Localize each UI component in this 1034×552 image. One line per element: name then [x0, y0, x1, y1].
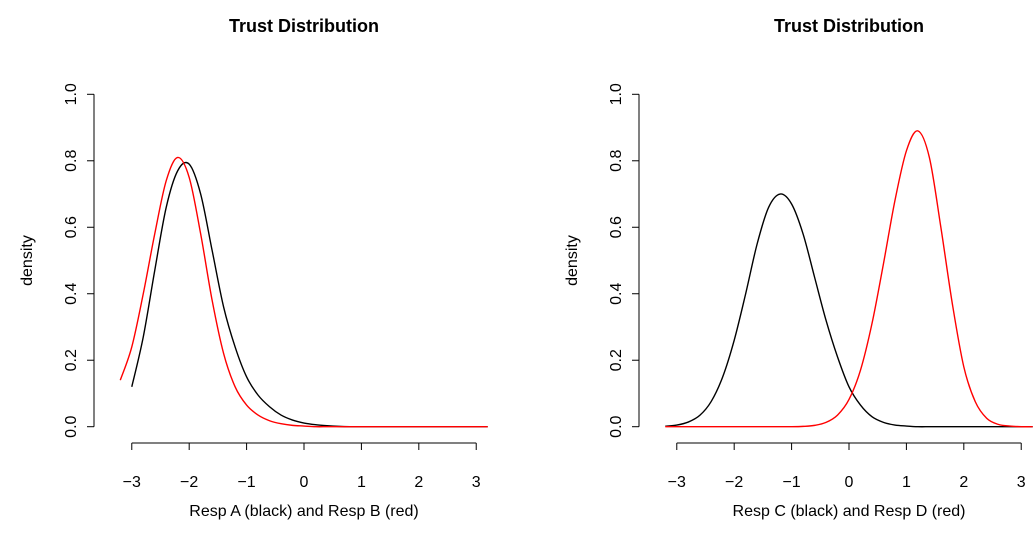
- y-tick-label: 0.0: [63, 415, 80, 437]
- x-tick-label: −3: [668, 474, 686, 491]
- density-line: [665, 193, 1033, 428]
- x-tick-label: 2: [414, 474, 423, 491]
- y-tick-label: 0.2: [608, 349, 625, 371]
- x-tick-label: −2: [180, 474, 198, 491]
- y-tick-label: 0.0: [608, 415, 625, 437]
- x-tick-label: −3: [123, 474, 141, 491]
- y-tick-label: 0.6: [608, 216, 625, 238]
- x-axis-label: Resp C (black) and Resp D (red): [733, 503, 966, 520]
- x-tick-label: 0: [845, 474, 854, 491]
- x-tick-label: 3: [472, 474, 481, 491]
- y-tick-label: 0.4: [63, 283, 80, 305]
- x-tick-label: −2: [725, 474, 743, 491]
- y-axis-label: density: [19, 235, 36, 286]
- chart-title: Trust Distribution: [229, 16, 379, 36]
- chart-title: Trust Distribution: [774, 16, 924, 36]
- x-axis-label: Resp A (black) and Resp B (red): [189, 503, 418, 520]
- x-tick-label: 1: [357, 474, 366, 491]
- y-axis-label: density: [564, 235, 581, 286]
- x-tick-label: −1: [237, 474, 255, 491]
- chart-panel: Trust Distribution Resp C (black) and Res…: [564, 16, 1033, 520]
- x-tick-label: 3: [1017, 474, 1026, 491]
- x-tick-label: 1: [902, 474, 911, 491]
- density-line: [119, 156, 488, 428]
- chart-panel: Trust Distribution Resp A (black) and Res…: [19, 16, 488, 520]
- y-tick-label: 1.0: [608, 83, 625, 105]
- x-tick-label: −1: [782, 474, 800, 491]
- y-tick-label: 0.8: [608, 150, 625, 172]
- y-tick-label: 0.8: [63, 150, 80, 172]
- x-tick-label: 2: [959, 474, 968, 491]
- y-tick-label: 1.0: [63, 83, 80, 105]
- y-tick-label: 0.2: [63, 349, 80, 371]
- y-tick-label: 0.4: [608, 283, 625, 305]
- density-line: [131, 161, 488, 428]
- x-tick-label: 0: [300, 474, 309, 491]
- y-tick-label: 0.6: [63, 216, 80, 238]
- density-line: [665, 130, 1033, 428]
